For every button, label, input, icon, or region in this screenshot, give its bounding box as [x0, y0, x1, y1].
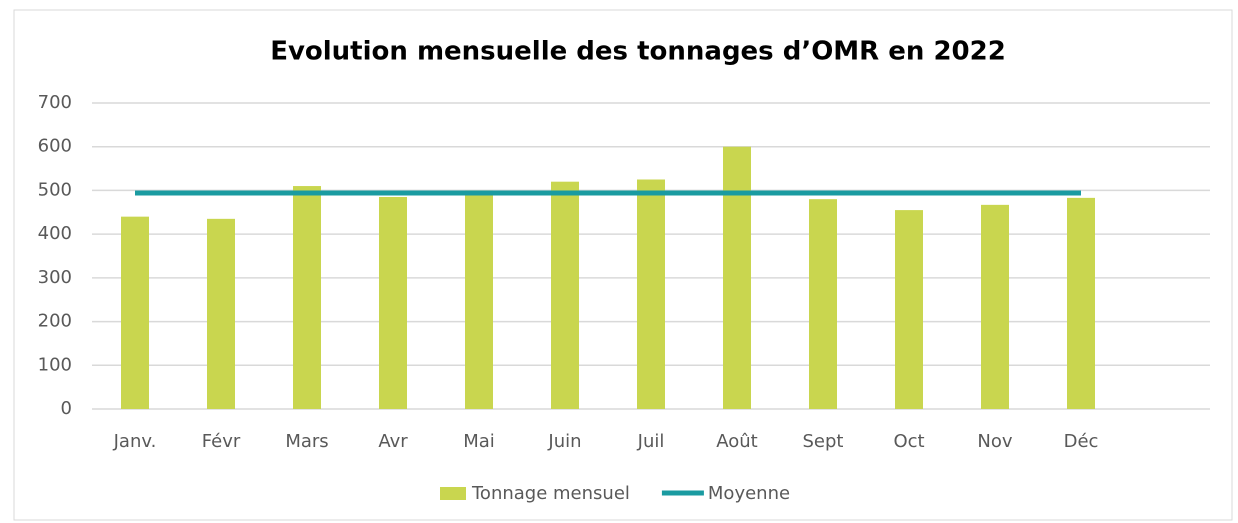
legend-swatch [440, 487, 466, 500]
y-tick-label: 200 [38, 311, 72, 332]
chart-title: Evolution mensuelle des tonnages d’OMR e… [270, 37, 1006, 67]
x-tick-label: Janv. [113, 431, 157, 452]
bar [723, 146, 751, 409]
x-tick-label: Mars [285, 431, 328, 452]
y-tick-label: 700 [38, 92, 72, 113]
x-tick-label: Juin [547, 431, 581, 452]
chart-frame [13, 9, 1233, 521]
bar [293, 186, 321, 409]
bar [207, 218, 235, 409]
legend-label: Tonnage mensuel [471, 483, 630, 504]
bar [379, 196, 407, 409]
legend-label: Moyenne [708, 483, 790, 504]
x-tick-label: Nov [977, 431, 1012, 452]
y-tick-label: 100 [38, 354, 72, 375]
bar [1067, 197, 1095, 409]
bar [981, 204, 1009, 409]
bar [637, 179, 665, 409]
y-tick-label: 600 [38, 136, 72, 157]
bar [465, 190, 493, 409]
y-tick-label: 400 [38, 223, 72, 244]
x-tick-label: Oct [893, 431, 924, 452]
bar [809, 199, 837, 409]
x-tick-label: Mai [463, 431, 495, 452]
y-tick-label: 500 [38, 179, 72, 200]
bar [551, 181, 579, 409]
x-tick-label: Juil [637, 431, 665, 452]
x-tick-label: Sept [803, 431, 844, 452]
y-tick-label: 0 [61, 398, 72, 419]
x-tick-label: Févr [202, 431, 241, 452]
bar [895, 210, 923, 409]
x-tick-label: Déc [1064, 431, 1099, 452]
x-tick-label: Août [716, 431, 757, 452]
bar [121, 216, 149, 409]
x-tick-label: Avr [378, 431, 408, 452]
y-tick-label: 300 [38, 267, 72, 288]
